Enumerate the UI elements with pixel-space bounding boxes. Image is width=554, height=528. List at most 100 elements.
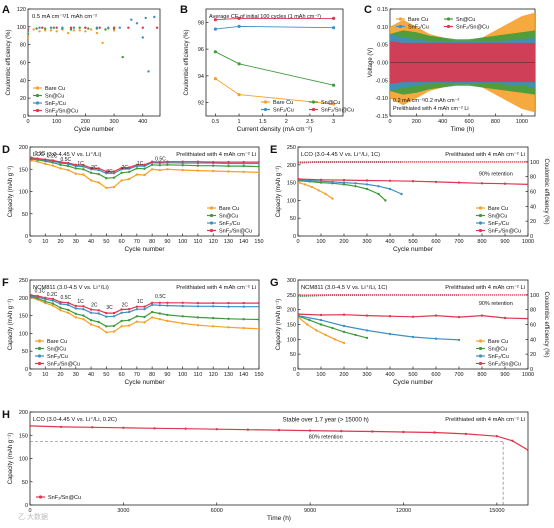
data-point-snf2sn xyxy=(181,301,184,304)
data-point-bare xyxy=(82,318,85,321)
data-point-sn xyxy=(384,199,387,202)
y-axis-label: Voltage (V) xyxy=(368,48,374,78)
data-point-snf2 xyxy=(128,310,131,314)
data-point-bare xyxy=(112,185,116,189)
data-point-sn xyxy=(196,316,200,319)
x-tick-label: 140 xyxy=(239,372,248,378)
legend-marker xyxy=(446,24,451,29)
data-point-bare xyxy=(51,304,55,307)
panel-letter: F xyxy=(2,277,9,289)
data-point-snf2 xyxy=(227,305,230,308)
data-point-snf2sn xyxy=(112,26,116,29)
data-point-bare xyxy=(44,29,47,32)
data-point-sn xyxy=(237,62,241,66)
x-tick-label: 0.5 xyxy=(212,119,220,125)
rate-label: 0.5C xyxy=(155,156,166,162)
data-point-bare xyxy=(166,319,169,323)
data-point-snf2sn xyxy=(112,311,116,315)
legend-marker xyxy=(478,221,483,225)
data-point-bare xyxy=(317,189,320,192)
x-tick-label: 1000 xyxy=(522,239,534,245)
x-tick-label: 40 xyxy=(88,372,94,378)
data-point-snf2sn xyxy=(342,178,346,182)
data-point-snf2sn xyxy=(196,301,200,305)
x-tick-label: 80 xyxy=(149,372,155,378)
data-point-snf2 xyxy=(112,315,116,318)
panel-title: NCM811 (3.0-4.5 V vs. Li⁺/Li) xyxy=(33,284,109,291)
x-tick-label: 400 xyxy=(438,119,447,125)
panel-g: G0 100 200 300 400 500 600 700 800 900 10000501001… xyxy=(270,277,549,386)
data-point-snf2sn xyxy=(84,26,87,29)
data-point-sn xyxy=(67,164,70,168)
y-tick-label: 150 xyxy=(19,433,28,439)
y-tick-label: 50 xyxy=(22,212,28,218)
x-tick-label: 400 xyxy=(385,239,394,245)
data-point-snf2sn xyxy=(298,177,300,181)
panel-letter: B xyxy=(180,4,188,16)
data-point-sn xyxy=(44,300,47,303)
data-point-snf2sn xyxy=(158,160,161,164)
data-point-sn xyxy=(242,318,245,321)
rate-label: 2C xyxy=(91,165,98,171)
x-tick-label: 150 xyxy=(254,372,263,378)
retention-label: 90% retention xyxy=(479,301,513,307)
legend-label: SnF₂/Cu xyxy=(408,25,429,31)
panel-annotation: Prelithiated with 4 mAh cm⁻² Li xyxy=(445,417,525,423)
data-point-bare xyxy=(227,326,230,329)
y-right-tick-label: 80 xyxy=(530,175,536,181)
panel-title: NCM811 (3.0-4.5 V vs. Li⁺/Li, 1C) xyxy=(301,284,387,291)
legend-marker xyxy=(478,346,483,351)
data-point-snf2sn xyxy=(457,315,461,319)
data-point-snf2sn xyxy=(319,313,323,317)
data-point-bare xyxy=(44,301,47,305)
rate-label: 0.1C xyxy=(35,151,46,157)
y-right-tick-label: 20 xyxy=(530,352,536,358)
data-point-snf2 xyxy=(97,168,100,172)
data-point-bare xyxy=(242,170,245,174)
data-point-bare xyxy=(97,181,100,184)
y-right-tick-label: 20 xyxy=(530,219,536,225)
x-axis-label: Current density (mA cm⁻²) xyxy=(237,126,313,133)
data-point-snf2sn xyxy=(257,301,259,305)
data-point-bare xyxy=(59,167,62,170)
x-tick-label: 800 xyxy=(477,239,486,245)
data-point-snf2sn xyxy=(308,429,312,432)
y-right-tick-label: 0 xyxy=(530,367,533,373)
x-tick-label: 130 xyxy=(224,239,233,245)
y-tick-label: -0.15 xyxy=(375,114,388,120)
data-point-sn xyxy=(227,317,230,320)
data-point-snf2sn xyxy=(74,163,78,166)
x-tick-label: 60 xyxy=(119,239,125,245)
panel-h: H 0 3000 6000 9000 12000 15000 0 50 100 150 200 Time… xyxy=(2,409,529,522)
data-point-snf2sn xyxy=(67,161,70,165)
legend-marker xyxy=(209,213,214,218)
x-tick-label: 150 xyxy=(254,239,263,245)
data-point-bare xyxy=(55,30,58,33)
x-tick-label: 50 xyxy=(103,372,109,378)
data-point-snf2sn xyxy=(388,315,392,318)
x-tick-label: 200 xyxy=(339,239,348,245)
panel-title: LCO (3.0-4.45 V vs. Li⁺/Li) xyxy=(33,151,102,158)
data-point-snf2sn xyxy=(28,28,30,31)
data-point-snf2 xyxy=(457,338,461,342)
data-point-sn xyxy=(212,164,215,167)
x-axis-label: Time (h) xyxy=(267,515,291,522)
legend-label: Bare Cu xyxy=(273,100,293,106)
x-axis-label: Cycle number xyxy=(393,246,434,253)
data-point-snf2sn xyxy=(411,315,415,318)
x-tick-label: 30 xyxy=(73,239,79,245)
data-point-snf2 xyxy=(130,18,133,21)
data-point-snf2 xyxy=(74,307,78,310)
data-point-sn xyxy=(332,83,336,87)
y-axis-label: Capacity (mAh g⁻¹) xyxy=(8,299,14,351)
data-point-snf2 xyxy=(388,187,392,191)
y-right-tick-label: 40 xyxy=(530,337,536,343)
legend-marker xyxy=(37,346,42,351)
data-point-snf2 xyxy=(181,304,184,308)
y-tick-label: 0.05 xyxy=(377,43,388,49)
rate-label: 2C xyxy=(122,302,129,308)
data-point-bare xyxy=(97,325,100,329)
data-point-snf2sn xyxy=(82,164,85,167)
legend-marker xyxy=(37,354,42,358)
